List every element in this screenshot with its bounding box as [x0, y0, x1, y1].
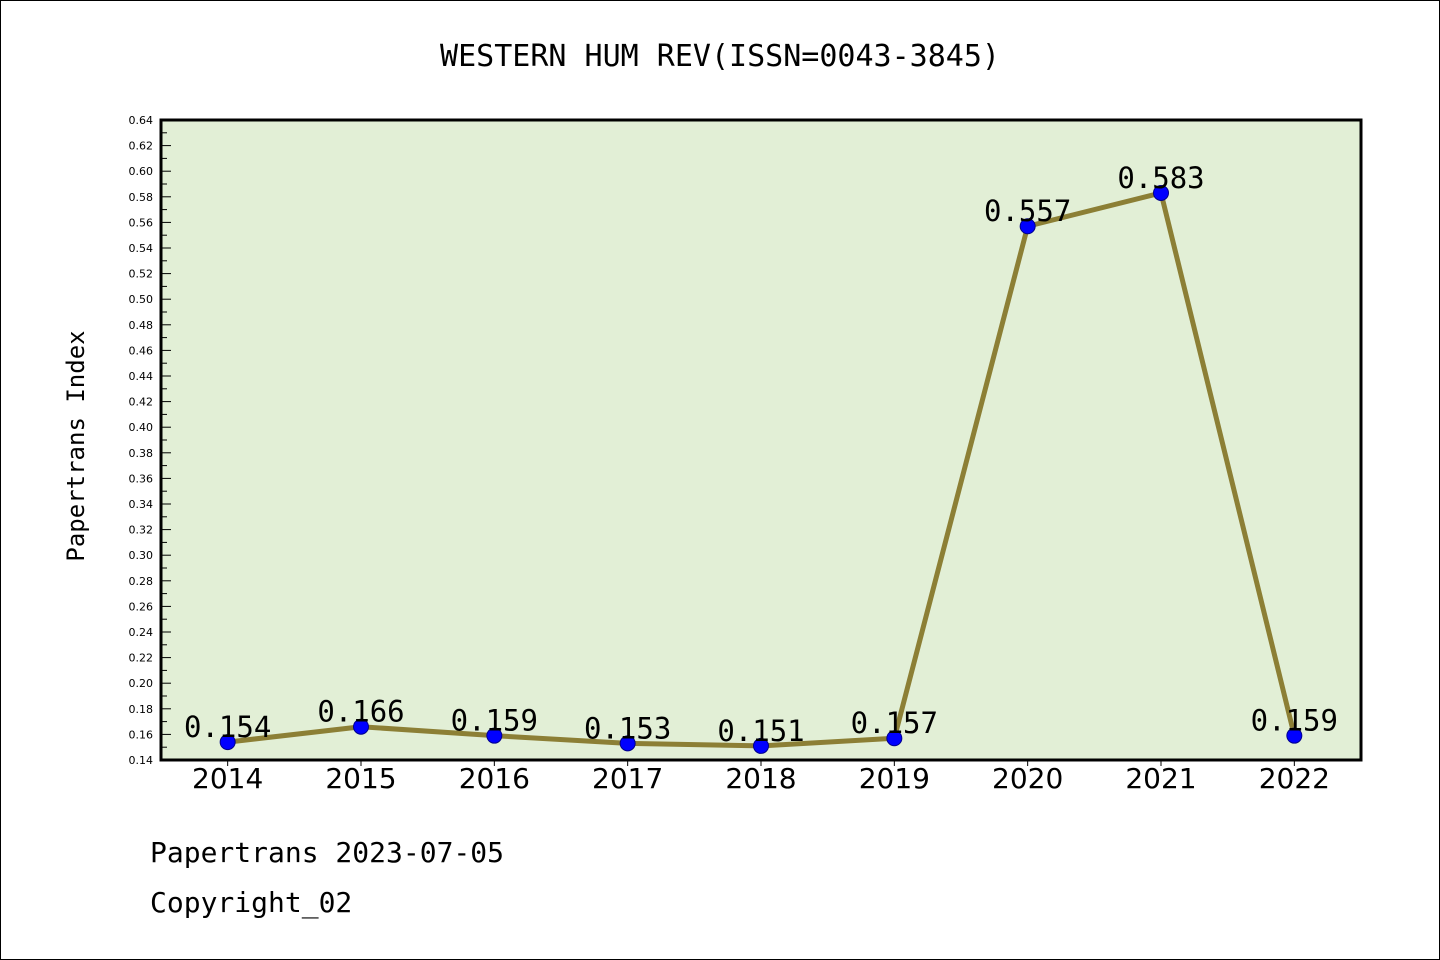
y-tick-label: 0.36 [129, 472, 154, 485]
y-tick-label: 0.52 [129, 268, 154, 281]
y-tick-label: 0.38 [129, 447, 154, 460]
y-tick-label: 0.20 [129, 677, 154, 690]
x-axis: 2014 2015 2016 2017 2018 2019 2020 2021 2022 [192, 760, 1330, 795]
data-points [219, 184, 1303, 754]
data-label: 0.151 [717, 714, 804, 748]
data-label: 0.166 [317, 695, 404, 729]
y-tick-label: 0.56 [129, 216, 154, 229]
y-tick-label: 0.44 [129, 370, 154, 383]
data-point [219, 734, 236, 751]
x-tick-label: 2014 [192, 762, 263, 795]
x-tick-label: 2021 [1125, 762, 1196, 795]
y-tick-label: 0.58 [129, 191, 154, 204]
y-tick-label: 0.26 [129, 600, 154, 613]
chart-title: WESTERN HUM REV(ISSN=0043-3845) [440, 39, 1000, 74]
y-tick-label: 0.42 [129, 396, 154, 409]
x-tick-label: 2016 [459, 762, 530, 795]
y-tick-label: 0.40 [129, 421, 154, 434]
x-tick-label: 2015 [325, 762, 396, 795]
y-tick-label: 0.48 [129, 319, 154, 332]
data-point [1153, 184, 1169, 201]
data-label: 0.583 [1117, 161, 1204, 195]
data-point [486, 727, 503, 744]
data-point [353, 718, 369, 735]
x-tick-label: 2018 [725, 762, 796, 795]
y-tick-label: 0.32 [129, 524, 154, 537]
data-label: 0.157 [851, 706, 938, 740]
y-tick-label: 0.62 [129, 140, 154, 153]
footer-copyright: Copyright_02 [150, 886, 353, 919]
x-tick-label: 2019 [859, 762, 930, 795]
data-point [619, 735, 636, 752]
data-point [753, 737, 769, 754]
y-tick-label: 0.24 [129, 626, 154, 639]
x-tick-label: 2017 [592, 762, 663, 795]
data-labels: 0.154 0.166 0.159 0.153 0.151 0.157 0.557 0.583… [184, 161, 1338, 748]
y-tick-label: 0.16 [129, 728, 154, 741]
plot-border [159, 118, 1363, 762]
data-label: 0.153 [584, 711, 671, 745]
x-tick-label: 2022 [1259, 762, 1330, 795]
data-label: 0.154 [184, 710, 271, 744]
data-point [1019, 218, 1036, 235]
plot-area [161, 120, 1361, 760]
data-point [886, 730, 903, 747]
y-tick-label: 0.14 [129, 754, 154, 767]
data-point [1286, 727, 1303, 744]
data-label: 0.159 [1251, 704, 1338, 738]
x-tick-label: 2020 [992, 762, 1063, 795]
y-tick-label: 0.28 [129, 575, 154, 588]
y-axis-label: Papertrans Index [62, 330, 90, 561]
y-tick-label: 0.30 [129, 549, 154, 562]
y-tick-label: 0.64 [129, 114, 154, 127]
data-label: 0.159 [451, 704, 538, 738]
y-tick-label: 0.54 [129, 242, 154, 255]
data-label: 0.557 [984, 194, 1071, 228]
y-tick-label: 0.60 [129, 165, 154, 178]
y-axis: 0.14 0.16 0.18 0.20 0.22 0.24 0.26 0.28 0.30 0.32… [129, 114, 171, 767]
y-tick-label: 0.50 [129, 293, 154, 306]
y-tick-label: 0.18 [129, 703, 154, 716]
footer-source: Papertrans 2023-07-05 [150, 836, 505, 869]
y-tick-label: 0.22 [129, 652, 154, 665]
y-tick-label: 0.34 [129, 498, 154, 511]
y-tick-label: 0.46 [129, 344, 154, 357]
